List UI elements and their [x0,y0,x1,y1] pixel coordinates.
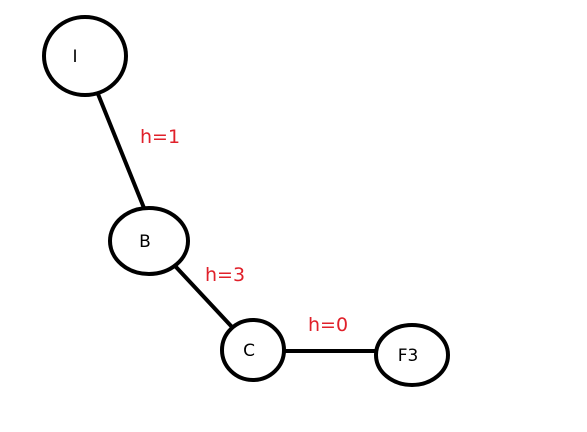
edge-label-i-b: h=1 [140,126,180,148]
node-label-b: B [139,232,151,252]
edges-layer [96,92,379,353]
node-circle-c [220,318,286,382]
edge-label-b-c: h=3 [205,264,245,286]
node-label-c: C [243,341,255,361]
edge-b-c [174,265,234,329]
node-c: C [220,318,286,382]
node-label-f3: F3 [398,346,419,366]
node-b: B [108,206,190,276]
node-circle-i [42,15,128,97]
node-f3: F3 [374,323,450,387]
node-circle-b [108,206,190,276]
nodes-layer: I B C F3 [42,15,450,387]
edge-label-c-f3: h=0 [308,314,348,336]
edge-labels-layer: h=1 h=3 h=0 [140,126,348,336]
node-circle-f3 [374,323,450,387]
edge-i-b [96,92,146,210]
node-label-i: I [72,47,77,67]
node-i: I [42,15,128,97]
